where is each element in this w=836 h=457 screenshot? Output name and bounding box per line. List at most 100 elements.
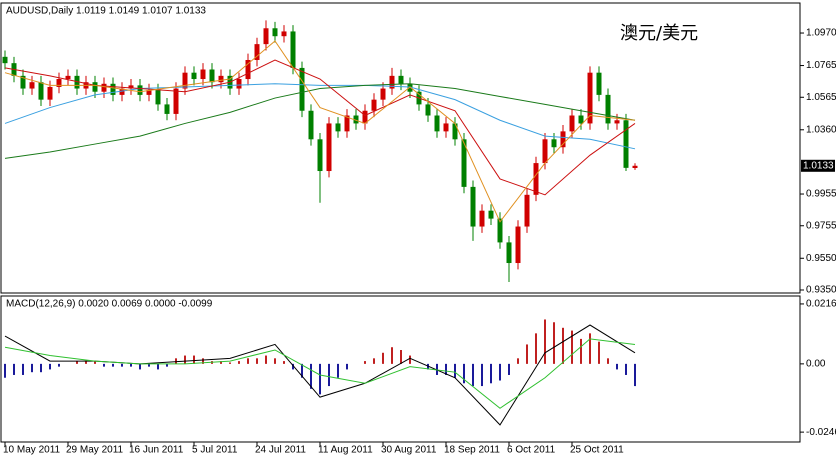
candle-body <box>353 115 359 124</box>
candle-body <box>488 210 494 219</box>
x-tick-label: 6 Oct 2011 <box>507 445 556 456</box>
candle-body <box>272 28 278 37</box>
candle-body <box>452 123 458 140</box>
y-tick-label: 0.0216 <box>806 299 836 310</box>
candle-body <box>596 72 602 95</box>
candle-body <box>497 218 503 243</box>
indicator-line <box>4 59 636 196</box>
candle-body <box>74 75 80 89</box>
candle-body <box>56 79 62 87</box>
y-tick-label: 1.0360 <box>806 124 836 135</box>
candle-body <box>506 242 512 264</box>
candle-body <box>479 210 485 227</box>
x-tick-label: 29 May 2011 <box>66 445 124 456</box>
candle-body <box>389 75 395 89</box>
candle-body <box>101 83 107 92</box>
x-tick-label: 24 Jul 2011 <box>255 445 306 456</box>
y-tick-label: 0.9755 <box>806 220 836 231</box>
candle-body <box>380 88 386 100</box>
y-tick-label: 0.9550 <box>806 253 836 264</box>
candle-body <box>218 75 224 83</box>
candle-body <box>164 104 170 114</box>
candle-body <box>65 75 71 80</box>
y-tick-label: 1.0565 <box>806 92 836 103</box>
candle-body <box>362 110 368 124</box>
y-tick-label: 0.9350 <box>806 285 836 296</box>
candle-body <box>425 104 431 116</box>
candle-body <box>2 56 8 64</box>
x-tick-label: 16 Jun 2011 <box>129 445 184 456</box>
candle-body <box>209 69 215 83</box>
candle-body <box>335 123 341 132</box>
candle-body <box>308 110 314 140</box>
candle-body <box>533 163 539 195</box>
candle-body <box>191 72 197 80</box>
x-tick-label: 18 Sep 2011 <box>444 445 500 456</box>
candle-body <box>614 120 620 124</box>
candle-body <box>38 82 44 100</box>
candle-body <box>587 72 593 124</box>
macd-title: MACD(12,26,9) 0.0020 0.0069 0.0000 -0.00… <box>6 299 213 310</box>
candle-body <box>524 194 530 227</box>
candle-body <box>551 139 557 148</box>
indicator-line <box>4 83 636 159</box>
candle-body <box>371 99 377 111</box>
x-tick-label: 30 Aug 2011 <box>381 445 437 456</box>
annotation: 澳元/美元 <box>620 23 698 44</box>
candle-body <box>128 85 134 89</box>
y-tick-label: 0.9955 <box>806 189 836 200</box>
candle-body <box>470 186 476 227</box>
indicator-line <box>4 338 636 409</box>
candle-body <box>569 115 575 132</box>
candle-body <box>578 115 584 124</box>
candle-body <box>344 115 350 132</box>
y-tick-label: -0.0246 <box>806 427 836 438</box>
y-tick-label: 1.0765 <box>806 60 836 71</box>
candle-body <box>434 115 440 132</box>
candle-body <box>92 82 98 92</box>
candle-body <box>182 72 188 89</box>
candle-body <box>623 120 629 168</box>
candle-body <box>542 139 548 164</box>
x-tick-label: 5 Jul 2011 <box>192 445 238 456</box>
candle-body <box>290 31 296 68</box>
y-tick-label: 1.0970 <box>806 28 836 39</box>
indicator-line <box>4 83 636 150</box>
candle-body <box>200 69 206 80</box>
candle-body <box>443 123 449 132</box>
candle-body <box>515 226 521 264</box>
candle-body <box>560 131 566 148</box>
candle-body <box>461 139 467 187</box>
candle-body <box>254 44 260 60</box>
candle-body <box>47 86 53 100</box>
current-price: 1.0133 <box>803 160 834 171</box>
candle-body <box>326 123 332 172</box>
candle-body <box>146 90 152 95</box>
candle-body <box>281 31 287 37</box>
candle-body <box>29 82 35 89</box>
price-box <box>801 159 835 172</box>
candle-body <box>137 85 143 95</box>
candle-body <box>173 88 179 114</box>
main-frame <box>0 2 801 294</box>
candle-body <box>155 90 161 105</box>
chart-title: AUDUSD,Daily 1.0119 1.0149 1.0107 1.0133 <box>6 6 206 17</box>
y-tick-label: 0.00 <box>806 359 826 370</box>
x-tick-label: 10 May 2011 <box>3 445 61 456</box>
candle-body <box>245 59 251 80</box>
indicator-line <box>4 40 636 223</box>
candle-body <box>299 67 305 111</box>
candle-body <box>632 165 638 169</box>
candle-body <box>605 94 611 124</box>
candle-body <box>236 79 242 89</box>
candle-body <box>119 88 125 95</box>
candle-body <box>110 83 116 95</box>
candle-body <box>398 75 404 84</box>
x-tick-label: 25 Oct 2011 <box>570 445 624 456</box>
candle-body <box>407 83 413 92</box>
candle-body <box>263 28 269 45</box>
candle-body <box>20 75 26 89</box>
macd-frame <box>0 295 801 443</box>
candle-body <box>317 139 323 172</box>
